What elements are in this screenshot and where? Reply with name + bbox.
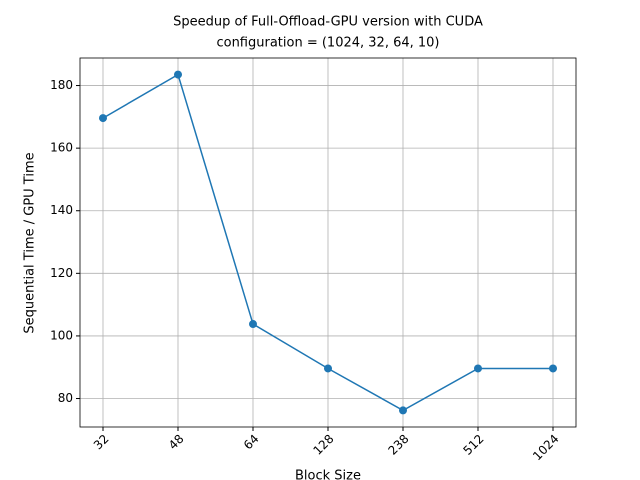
point: [549, 364, 557, 373]
x-tick-label: 48: [166, 432, 187, 453]
y-tick-label: 160: [50, 141, 73, 155]
y-tick-label: 180: [50, 78, 73, 92]
x-axis-label: Block Size: [295, 469, 361, 480]
x-tick-label: 238: [385, 432, 411, 458]
y-axis-label: Sequential Time / GPU Time: [23, 152, 38, 333]
point: [474, 364, 482, 373]
chart-subtitle: configuration = (1024, 32, 64, 10): [216, 36, 439, 51]
x-tick-label: 32: [91, 432, 112, 453]
x-tick-label: 128: [310, 432, 336, 458]
y-tick-label: 100: [50, 328, 73, 342]
x-tick-label: 512: [460, 432, 486, 458]
y-tick-label: 140: [50, 203, 73, 217]
point: [399, 406, 407, 415]
point: [99, 114, 107, 123]
plot-frame: [79, 57, 577, 428]
point: [249, 320, 257, 329]
point: [174, 70, 182, 79]
y-tick-label: 120: [50, 266, 73, 280]
x-tick-label: 1024: [530, 432, 561, 463]
point: [324, 364, 332, 373]
x-tick-label: 64: [241, 432, 262, 453]
y-tick-label: 80: [58, 391, 73, 405]
chart-title: Speedup of Full-Offload-GPU version with…: [173, 15, 483, 30]
